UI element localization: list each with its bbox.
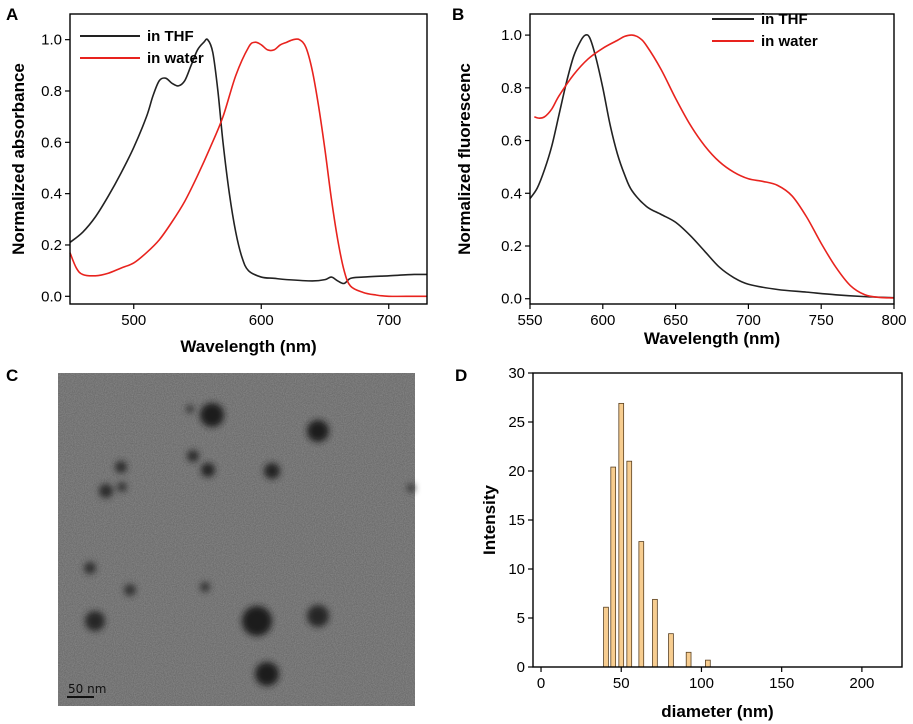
charta-series-in-water <box>69 38 427 298</box>
y-tick-label: 25 <box>508 414 525 431</box>
nanoparticle <box>117 482 127 492</box>
chart-b-y-axis-title: Normalized fluorescenc <box>455 63 474 255</box>
chart-b-marks <box>529 34 895 299</box>
nanoparticle <box>186 405 194 413</box>
x-tick-label: 600 <box>249 312 274 329</box>
chart-a-legend-label-water: in water <box>147 50 204 67</box>
x-tick-label: 750 <box>809 312 834 329</box>
histogram-bar <box>610 466 617 668</box>
tem-noise-texture <box>58 373 415 706</box>
chart-b-legend-label-thf: in THF <box>761 11 808 28</box>
y-tick-label: 0.8 <box>501 80 522 97</box>
nanoparticle <box>264 463 280 479</box>
x-tick-label: 500 <box>121 312 146 329</box>
nanoparticle <box>407 484 415 492</box>
chart-a-legend: in THF in water <box>80 28 204 67</box>
chart-a-ticks: 500 600 700 0.0 0.2 0.4 0.6 0.8 1.0 <box>41 32 401 329</box>
nanoparticle <box>187 450 199 462</box>
histogram-bar <box>685 651 692 668</box>
x-tick-label: 50 <box>613 675 630 692</box>
histogram-bar <box>618 402 625 668</box>
y-tick-label: 0.6 <box>501 133 522 150</box>
chart-a-y-axis-title: Normalized absorbance <box>9 63 28 255</box>
chart-b-legend: in THF in water <box>712 11 818 50</box>
chart-d-x-axis-title: diameter (nm) <box>661 702 773 721</box>
chart-a: 500 600 700 0.0 0.2 0.4 0.6 0.8 1.0 Wavelength (… <box>9 13 428 356</box>
nanoparticle <box>115 461 127 473</box>
chart-a-marks <box>69 38 428 298</box>
x-tick-label: 100 <box>689 675 714 692</box>
y-tick-label: 0.6 <box>41 134 62 151</box>
y-tick-label: 10 <box>508 561 525 578</box>
chart-b: 550 600 650 700 750 800 0.0 0.2 0.4 0.6 0.8 1.0 Wav… <box>455 11 907 348</box>
histogram-bar <box>668 633 674 668</box>
nanoparticle <box>200 403 224 427</box>
chart-a-legend-label-thf: in THF <box>147 28 194 45</box>
x-tick-label: 800 <box>881 312 906 329</box>
nanoparticle <box>99 484 113 498</box>
tem-particles <box>84 403 415 686</box>
chart-b-plot-frame <box>529 13 895 305</box>
histogram-bar <box>652 598 658 668</box>
y-tick-label: 0.0 <box>501 291 522 308</box>
charta-series-in-thf <box>69 38 428 285</box>
chart-d-marks <box>603 402 711 668</box>
panel-letter-a: A <box>6 5 18 24</box>
histogram-bar <box>603 606 609 668</box>
y-tick-label: 0.2 <box>41 237 62 254</box>
histogram-bar <box>705 659 711 668</box>
y-tick-label: 0.4 <box>501 185 522 202</box>
panel-letter-c: C <box>6 366 18 385</box>
chart-d-ticks: 0 50 100 150 200 0 5 10 15 20 25 30 <box>508 365 874 692</box>
nanoparticle <box>201 463 215 477</box>
y-tick-label: 1.0 <box>41 32 62 49</box>
y-tick-label: 0.4 <box>41 186 62 203</box>
chart-d: 0 50 100 150 200 0 5 10 15 20 25 30 diameter (nm) I… <box>480 365 903 721</box>
nanoparticle <box>85 611 105 631</box>
y-tick-label: 5 <box>517 610 525 627</box>
chartb-series-in-water <box>534 34 895 299</box>
y-tick-label: 0 <box>517 659 525 676</box>
panel-letter-d: D <box>455 366 467 385</box>
y-tick-label: 15 <box>508 512 525 529</box>
chart-d-y-axis-title: Intensity <box>480 485 499 555</box>
histogram-bar <box>638 541 645 668</box>
panel-letter-b: B <box>452 5 464 24</box>
chart-a-x-axis-title: Wavelength (nm) <box>180 337 316 356</box>
scale-bar-label: 50 nm <box>68 682 106 696</box>
x-tick-label: 0 <box>537 675 545 692</box>
nanoparticle <box>84 562 96 574</box>
x-tick-label: 550 <box>517 312 542 329</box>
tem-micrograph: 50 nm <box>58 373 415 706</box>
nanoparticle <box>124 584 136 596</box>
y-tick-label: 0.2 <box>501 238 522 255</box>
nanoparticle <box>242 606 272 636</box>
nanoparticle <box>200 582 210 592</box>
nanoparticle <box>307 420 329 442</box>
y-tick-label: 30 <box>508 365 525 382</box>
y-tick-label: 0.0 <box>41 288 62 305</box>
x-tick-label: 650 <box>663 312 688 329</box>
chart-d-plot-frame <box>532 372 903 668</box>
histogram-bar <box>626 460 633 668</box>
y-tick-label: 1.0 <box>501 27 522 44</box>
x-tick-label: 150 <box>769 675 794 692</box>
nanoparticle <box>255 662 279 686</box>
chart-b-ticks: 550 600 650 700 750 800 0.0 0.2 0.4 0.6 0.8 1.0 <box>501 27 906 329</box>
chart-b-legend-label-water: in water <box>761 33 818 50</box>
chartb-series-in-thf <box>529 34 895 299</box>
x-tick-label: 200 <box>849 675 874 692</box>
x-tick-label: 700 <box>376 312 401 329</box>
x-tick-label: 700 <box>736 312 761 329</box>
chart-a-plot-frame <box>69 13 428 305</box>
y-tick-label: 0.8 <box>41 83 62 100</box>
y-tick-label: 20 <box>508 463 525 480</box>
nanoparticle <box>307 605 329 627</box>
chart-b-x-axis-title: Wavelength (nm) <box>644 329 780 348</box>
x-tick-label: 600 <box>590 312 615 329</box>
